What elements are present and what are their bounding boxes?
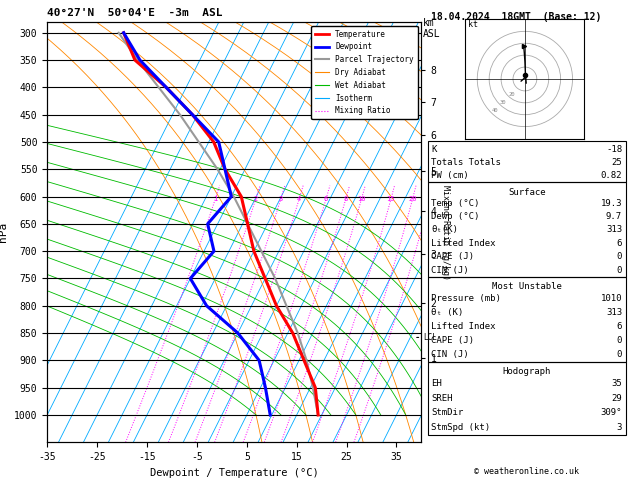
Text: 0: 0 — [616, 350, 622, 360]
Text: Totals Totals: Totals Totals — [431, 158, 501, 167]
Text: 29: 29 — [611, 394, 622, 403]
Text: © weatheronline.co.uk: © weatheronline.co.uk — [474, 467, 579, 476]
Text: LCL: LCL — [423, 333, 437, 342]
Text: 3: 3 — [616, 423, 622, 432]
Text: 0: 0 — [616, 252, 622, 261]
Text: 4: 4 — [297, 196, 301, 202]
Text: km: km — [423, 18, 435, 29]
Text: Most Unstable: Most Unstable — [492, 282, 562, 292]
Text: 8: 8 — [343, 196, 348, 202]
Text: Lifted Index: Lifted Index — [431, 239, 496, 248]
Text: θₜ(K): θₜ(K) — [431, 226, 459, 234]
Text: StmSpd (kt): StmSpd (kt) — [431, 423, 491, 432]
Text: 1: 1 — [213, 196, 217, 202]
Text: θₜ (K): θₜ (K) — [431, 308, 464, 317]
Text: PW (cm): PW (cm) — [431, 171, 469, 180]
Text: -18: -18 — [606, 145, 622, 155]
Text: 20: 20 — [508, 92, 515, 97]
Text: 2: 2 — [253, 196, 258, 202]
Text: StmDir: StmDir — [431, 408, 464, 417]
Text: 0: 0 — [616, 266, 622, 275]
X-axis label: Dewpoint / Temperature (°C): Dewpoint / Temperature (°C) — [150, 468, 319, 478]
Text: 35: 35 — [611, 379, 622, 388]
Y-axis label: Mixing Ratio (g/kg): Mixing Ratio (g/kg) — [441, 185, 450, 279]
Text: 20: 20 — [408, 196, 416, 202]
Text: CAPE (J): CAPE (J) — [431, 252, 474, 261]
Text: 18.04.2024  18GMT  (Base: 12): 18.04.2024 18GMT (Base: 12) — [431, 12, 601, 22]
Text: SREH: SREH — [431, 394, 453, 403]
Text: EH: EH — [431, 379, 442, 388]
Text: 1010: 1010 — [601, 294, 622, 303]
Text: K: K — [431, 145, 437, 155]
Text: CIN (J): CIN (J) — [431, 350, 469, 360]
Text: 30: 30 — [500, 100, 506, 105]
Text: 9.7: 9.7 — [606, 212, 622, 221]
Y-axis label: hPa: hPa — [0, 222, 8, 242]
Text: 10: 10 — [357, 196, 365, 202]
Text: Dewp (°C): Dewp (°C) — [431, 212, 480, 221]
Text: Pressure (mb): Pressure (mb) — [431, 294, 501, 303]
Text: Temp (°C): Temp (°C) — [431, 199, 480, 208]
Text: 19.3: 19.3 — [601, 199, 622, 208]
Text: Surface: Surface — [508, 188, 545, 197]
Text: 0.82: 0.82 — [601, 171, 622, 180]
Text: 40°27'N  50°04'E  -3m  ASL: 40°27'N 50°04'E -3m ASL — [47, 8, 223, 18]
Text: Hodograph: Hodograph — [503, 367, 551, 377]
Text: 309°: 309° — [601, 408, 622, 417]
Text: 15: 15 — [387, 196, 395, 202]
Text: CIN (J): CIN (J) — [431, 266, 469, 275]
Text: 25: 25 — [611, 158, 622, 167]
Text: kt: kt — [468, 19, 478, 29]
Text: 6: 6 — [616, 322, 622, 331]
Text: 6: 6 — [324, 196, 328, 202]
Text: 313: 313 — [606, 226, 622, 234]
Text: 3: 3 — [279, 196, 283, 202]
Text: 6: 6 — [616, 239, 622, 248]
Text: 0: 0 — [616, 336, 622, 345]
Text: ASL: ASL — [423, 29, 440, 39]
Text: CAPE (J): CAPE (J) — [431, 336, 474, 345]
Text: 40: 40 — [491, 108, 498, 113]
Text: Lifted Index: Lifted Index — [431, 322, 496, 331]
Text: 313: 313 — [606, 308, 622, 317]
Legend: Temperature, Dewpoint, Parcel Trajectory, Dry Adiabat, Wet Adiabat, Isotherm, Mi: Temperature, Dewpoint, Parcel Trajectory… — [311, 26, 418, 119]
